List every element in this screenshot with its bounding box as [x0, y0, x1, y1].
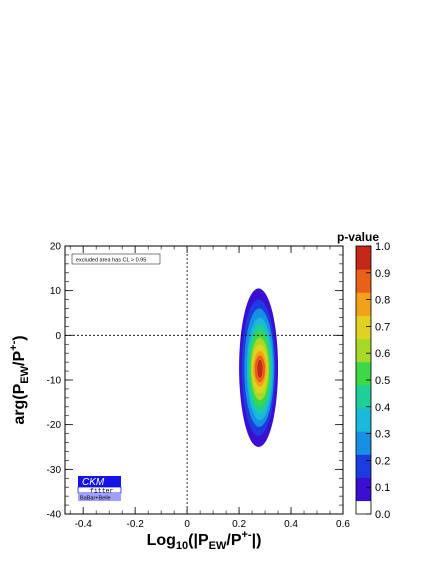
y-axis-title: arg(PEW/P+-)	[8, 335, 31, 424]
colorbar-band	[356, 292, 371, 316]
excluded-note-box: excluded area has CL > 0.95	[71, 253, 161, 265]
y-tick-label: -10	[47, 376, 62, 387]
colorbar-band	[356, 408, 371, 432]
colorbar-tick-label: 0.0	[375, 509, 390, 521]
logo-babar-belle: BaBar+Belle	[80, 496, 111, 502]
colorbar-tick-label: 1.0	[375, 241, 390, 253]
colorbar-band	[356, 361, 371, 386]
x-tick-label: 0.4	[284, 519, 298, 530]
colorbar-tick-label: 0.1	[375, 482, 390, 494]
colorbar-title: p-value	[337, 230, 379, 244]
colorbar-tick-label: 0.6	[375, 348, 390, 360]
colorbar-band	[356, 315, 371, 340]
y-tick-label: -20	[47, 420, 62, 431]
x-tick-label: -0.2	[127, 519, 145, 530]
colorbar-band	[356, 384, 371, 409]
colorbar-band	[356, 477, 371, 502]
logo-ckm: CKM	[82, 477, 105, 488]
x-tick-label: 0	[184, 519, 190, 530]
colorbar-tick-label: 0.2	[375, 455, 390, 467]
contour-level-10	[257, 359, 263, 378]
excluded-note: excluded area has CL > 0.95	[76, 258, 146, 264]
y-tick-label: -30	[47, 465, 62, 476]
colorbar-tick-label: 0.7	[375, 321, 390, 333]
colorbar-band-excluded	[356, 500, 371, 514]
x-axis-title: Log10(|PEW/P+-|)	[147, 529, 262, 552]
x-tick-label: -0.4	[75, 519, 93, 530]
colorbar-tick-label: 0.3	[375, 429, 390, 441]
x-axis-ticks: -0.4 -0.2 0 0.2 0.4 0.6	[69, 246, 350, 530]
colorbar-band	[356, 338, 371, 363]
y-tick-label: -40	[47, 510, 62, 521]
x-tick-label: 0.2	[232, 519, 246, 530]
colorbar-tick-label: 0.4	[375, 402, 390, 414]
colorbar-band	[356, 454, 371, 478]
y-tick-label: 10	[50, 286, 62, 297]
y-axis-ticks: -40 -30 -20 -10 0 10 20	[47, 242, 343, 521]
y-tick-label: 20	[50, 242, 62, 253]
colorbar: 0.0 0.1 0.2 0.3 0.4 0.5 0.6 0.7 0.8 0.9 1.0	[355, 241, 390, 521]
contour-regions	[239, 288, 279, 447]
colorbar-band	[356, 246, 371, 270]
ckmfitter-logo: CKM fitter BaBar+Belle	[77, 476, 122, 502]
x-tick-label: 0.6	[336, 519, 350, 530]
logo-fitter: fitter	[90, 488, 114, 495]
plot-frame	[64, 245, 344, 515]
colorbar-band	[356, 431, 371, 455]
colorbar-band	[356, 269, 371, 293]
colorbar-tick-label: 0.5	[375, 375, 390, 387]
colorbar-tick-label: 0.8	[375, 295, 390, 307]
colorbar-tick-label: 0.9	[375, 268, 390, 280]
y-tick-label: 0	[55, 331, 61, 342]
